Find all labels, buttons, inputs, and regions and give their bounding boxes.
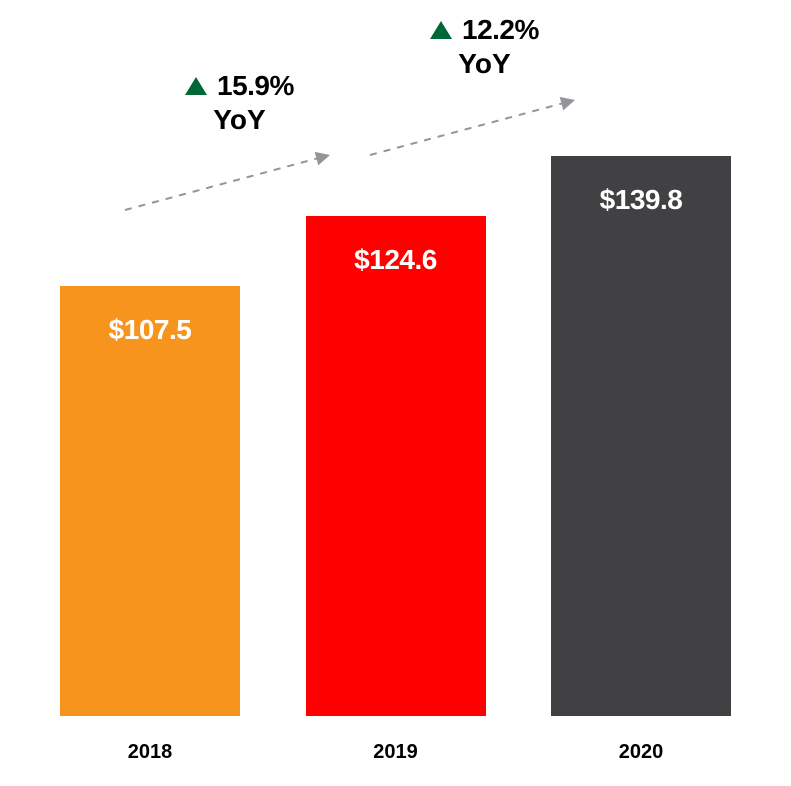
growth-arrow-2019-2020 [0, 0, 791, 786]
